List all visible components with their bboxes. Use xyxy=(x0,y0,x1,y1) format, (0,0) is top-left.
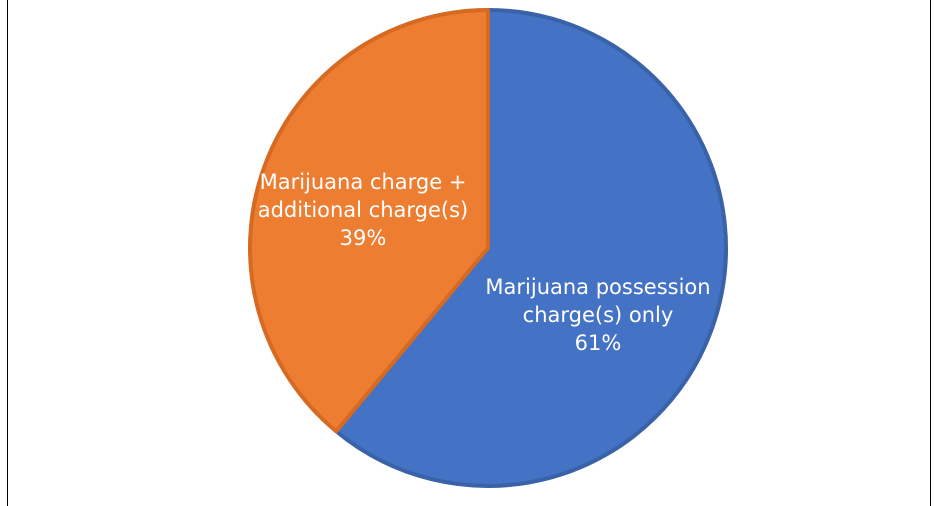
slice-label-0-line-0: Marijuana possession xyxy=(485,275,710,299)
slice-label-0: Marijuana possession charge(s) only 61% xyxy=(485,275,710,355)
right-border-line xyxy=(930,0,931,506)
pie-slice-1 xyxy=(248,8,490,434)
left-border-line xyxy=(7,0,8,506)
slice-label-1: Marijuana charge + additional charge(s) 39… xyxy=(258,170,469,250)
pie-slice-0 xyxy=(334,8,728,488)
slice-label-1-line-0: Marijuana charge + xyxy=(260,170,467,194)
slice-label-1-line-2: 39% xyxy=(340,226,387,250)
slice-label-0-line-1: charge(s) only xyxy=(523,303,674,327)
slice-label-0-line-2: 61% xyxy=(575,331,622,355)
slice-label-1-line-1: additional charge(s) xyxy=(258,198,469,222)
